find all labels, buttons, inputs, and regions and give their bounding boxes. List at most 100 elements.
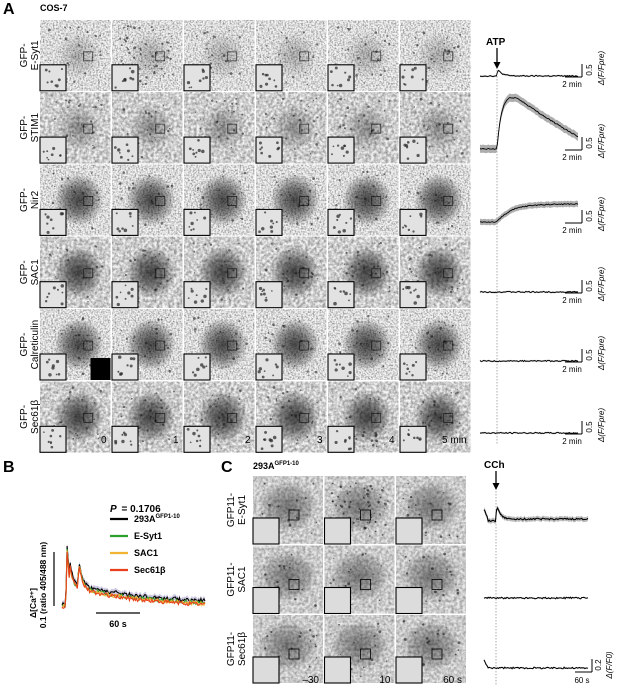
panel-c-cell-line: 293AGFP1-10 — [253, 461, 300, 471]
value-scale-label: 0.5 — [585, 421, 594, 433]
panel-c-time-labels: –30 10 60 s — [302, 675, 462, 686]
panel-a-image-grid — [39, 20, 471, 453]
micrograph-tile — [39, 236, 111, 309]
micrograph-tile — [252, 615, 323, 684]
trace-line — [483, 596, 589, 600]
row-label: GFP-Sec61β — [19, 400, 41, 434]
trace-axis-label: Δ(F/Fpre) — [597, 336, 606, 372]
micrograph-tile — [252, 476, 323, 545]
time-label: 3 — [317, 435, 323, 446]
trace-line — [479, 203, 579, 223]
micrograph-tile — [327, 92, 399, 164]
trace-line — [479, 69, 579, 78]
micrograph-tile — [255, 381, 327, 453]
time-label: 60 s — [443, 675, 462, 686]
micrograph-tile — [183, 92, 255, 164]
panel-b-letter: B — [3, 459, 15, 476]
row-label: GFP11-SAC1 — [226, 562, 248, 596]
trace-line — [483, 506, 589, 523]
panel-b-ylabel-2: 0.1 (ratio 405/488 nm) — [38, 542, 48, 629]
legend-label: E-Syt1 — [134, 531, 162, 541]
panel-c-stimulus-marker: CCh — [484, 460, 505, 685]
panel-b: B P = 0.1706 293AGFP1-10 E-Syt1 SAC1 Sec61β… — [3, 459, 206, 629]
micrograph-tile — [255, 92, 327, 164]
time-label: 2 — [245, 435, 251, 446]
micrograph-tile — [327, 20, 399, 92]
c-value-scale-label: 0.2 — [594, 659, 603, 671]
time-scale-label: 2 min — [562, 365, 582, 374]
time-scale-label: 2 min — [562, 437, 582, 446]
row-label: GFP-Calreticulin — [19, 320, 41, 369]
legend-label: SAC1 — [134, 548, 158, 558]
micrograph-tile — [399, 236, 471, 309]
time-label: 5 min — [442, 435, 466, 446]
panel-b-traces — [61, 542, 206, 609]
row-label: GFP11-Sec61β — [226, 632, 248, 666]
trace-axis-label: Δ(F/Fpre) — [597, 408, 606, 444]
micrograph-tile — [395, 476, 466, 545]
micrograph-tile — [183, 309, 255, 381]
calcium-trace — [61, 551, 206, 609]
panel-c-row-labels: GFP11-E-Syt1 GFP11-SAC1 GFP11-Sec61β — [226, 493, 248, 666]
micrograph-tile — [399, 381, 471, 453]
micrograph-tile — [395, 615, 466, 684]
p-value: P = 0.1706 — [110, 504, 161, 515]
time-label: 10 — [379, 675, 391, 686]
panel-a-letter: A — [3, 1, 15, 18]
micrograph-tile — [252, 545, 323, 615]
trace-line — [479, 359, 579, 363]
micrograph-tile — [327, 309, 399, 381]
micrograph-tile — [111, 92, 183, 164]
row-label: GFP-Nir2 — [19, 188, 41, 212]
legend-label: 293AGFP1-10 — [134, 514, 181, 524]
micrograph-tile — [399, 20, 471, 92]
micrograph-tile — [323, 545, 395, 615]
micrograph-tile — [111, 236, 183, 309]
time-scale-label: 2 min — [562, 80, 582, 89]
row-label: GFP11-E-Syt1 — [226, 493, 248, 527]
value-scale-label: 0.5 — [585, 64, 594, 76]
panel-c: C 293AGFP1-10 GFP11-E-Syt1GFP11-SAC1GFP1… — [221, 459, 614, 686]
panel-b-ylabel-1: Δ[Ca²⁺] — [28, 588, 38, 618]
time-scale-label: 2 min — [562, 226, 582, 235]
panel-a-time-labels: 0 1 2 3 4 5 min — [101, 435, 467, 446]
micrograph-tile — [39, 92, 111, 164]
panel-a-row-labels: GFP-E-Syt1 GFP-STIM1 GFP-Nir2 GFP-SAC1 GFP-C… — [19, 40, 41, 434]
atp-label: ATP — [486, 37, 506, 48]
micrograph-tile — [327, 381, 399, 453]
c-trace-axis-label: Δ(F/F0) — [605, 651, 614, 679]
micrograph-tile — [255, 20, 327, 92]
value-scale-label: 0.5 — [585, 280, 594, 292]
trace-sem-band — [484, 505, 588, 524]
time-scale-label: 2 min — [562, 153, 582, 162]
down-arrow-icon — [493, 62, 501, 69]
trace-line — [479, 431, 579, 435]
value-scale-label: 0.5 — [585, 210, 594, 222]
trace-axis-label: Δ(F/Fpre) — [597, 197, 606, 233]
value-scale-label: 0.5 — [585, 137, 594, 149]
micrograph-tile — [399, 164, 471, 236]
micrograph-tile — [399, 92, 471, 164]
panel-c-letter: C — [221, 459, 233, 476]
value-scale-label: 0.5 — [585, 349, 594, 361]
micrograph-tile — [255, 236, 327, 309]
row-label: GFP-SAC1 — [19, 259, 41, 286]
micrograph-tile — [323, 615, 395, 684]
panel-c-traces: 60 s 0.2 Δ(F/F0) — [483, 505, 614, 685]
micrograph-tile — [183, 20, 255, 92]
panel-c-image-grid — [252, 476, 466, 684]
cch-label: CCh — [484, 460, 505, 471]
micrograph-tile — [111, 381, 183, 453]
micrograph-tile — [39, 381, 111, 453]
row-label: GFP-E-Syt1 — [19, 40, 41, 70]
panel-b-time-scale: 60 s — [109, 619, 127, 629]
trace-axis-label: Δ(F/Fpre) — [597, 267, 606, 303]
down-arrow-icon — [492, 483, 500, 490]
micrograph-tile — [111, 309, 183, 381]
trace-line — [483, 659, 589, 670]
micrograph-tile — [111, 164, 183, 236]
micrograph-tile — [111, 20, 183, 92]
trace-line — [479, 290, 579, 294]
row-label: GFP-STIM1 — [19, 113, 41, 143]
